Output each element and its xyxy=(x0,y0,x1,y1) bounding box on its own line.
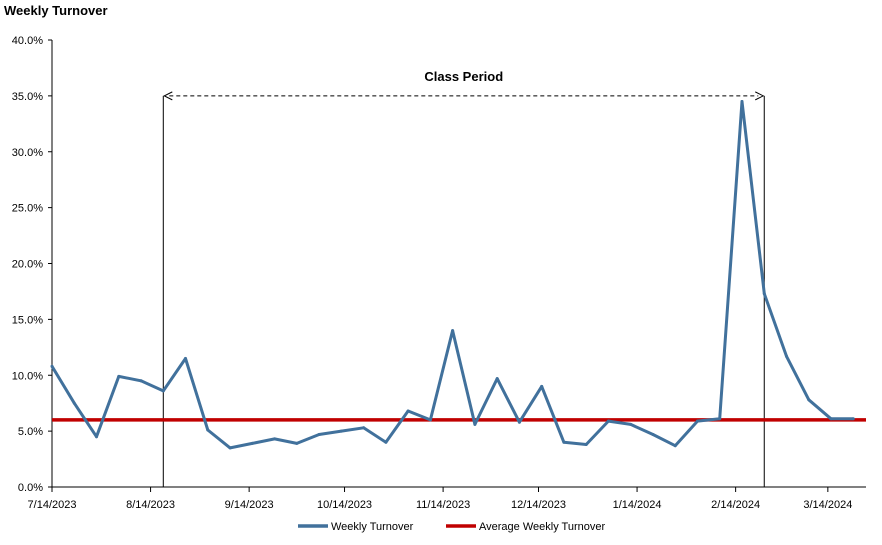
x-tick-label: 2/14/2024 xyxy=(711,499,760,511)
x-tick-label: 9/14/2023 xyxy=(225,499,274,511)
x-tick-label: 12/14/2023 xyxy=(511,499,566,511)
weekly-turnover-point xyxy=(317,433,321,436)
chart-title: Weekly Turnover xyxy=(4,3,108,18)
weekly-turnover-point xyxy=(785,354,788,358)
y-tick-label: 0.0% xyxy=(18,482,43,494)
x-tick-label: 3/14/2024 xyxy=(803,499,852,511)
legend-average-weekly-turnover-label: Average Weekly Turnover xyxy=(479,521,605,533)
weekly-turnover-point xyxy=(696,419,699,423)
x-tick-label: 11/14/2023 xyxy=(416,499,470,511)
y-tick-label: 40.0% xyxy=(12,35,43,47)
weekly-turnover-point xyxy=(428,418,432,422)
weekly-turnover-point xyxy=(161,389,165,393)
series-layer xyxy=(50,100,866,450)
y-tick-label: 35.0% xyxy=(12,91,43,103)
weekly-turnover-point xyxy=(651,433,655,436)
y-tick-label: 5.0% xyxy=(18,426,43,438)
x-tick-label: 7/14/2023 xyxy=(28,499,77,511)
weekly-turnover-point xyxy=(406,409,410,413)
class-period-annotation: Class Period xyxy=(162,69,765,487)
weekly-turnover-point xyxy=(740,100,744,103)
arrow-head-left xyxy=(163,91,173,101)
weekly-turnover-point xyxy=(206,428,210,432)
weekly-turnover-point xyxy=(339,429,343,433)
x-ticks: 7/14/2023 8/14/2023 9/14/2023 10/14/2023 11/… xyxy=(28,487,852,511)
weekly-turnover-point xyxy=(273,437,277,441)
weekly-turnover-point xyxy=(807,398,811,402)
weekly-turnover-point xyxy=(629,422,633,426)
weekly-turnover-point xyxy=(829,417,833,421)
weekly-turnover-point xyxy=(606,419,610,423)
weekly-turnover-point xyxy=(540,384,544,388)
weekly-turnover-point xyxy=(228,446,232,450)
weekly-turnover-point xyxy=(762,292,766,296)
x-tick-label: 10/14/2023 xyxy=(317,499,372,511)
weekly-turnover-point xyxy=(384,440,388,444)
legend-weekly-turnover-label: Weekly Turnover xyxy=(331,521,414,533)
weekly-turnover-point xyxy=(495,377,499,381)
weekly-turnover-point xyxy=(362,426,366,430)
weekly-turnover-point xyxy=(451,329,455,333)
y-tick-label: 10.0% xyxy=(12,370,43,382)
weekly-turnover-point xyxy=(72,401,76,405)
x-tick-label: 1/14/2024 xyxy=(613,499,662,511)
y-ticks: 0.0% 5.0% 10.0% 15.0% 20.0% 25.0% 30.0% 35.0% 40… xyxy=(12,35,52,494)
weekly-turnover-line xyxy=(50,100,854,450)
weekly-turnover-point xyxy=(517,420,521,424)
weekly-turnover-point xyxy=(139,379,143,383)
weekly-turnover-point xyxy=(95,435,98,439)
x-tick-label: 8/14/2023 xyxy=(126,499,175,511)
weekly-turnover-point xyxy=(562,440,566,444)
y-tick-label: 25.0% xyxy=(12,203,43,215)
weekly-turnover-point xyxy=(184,357,187,360)
weekly-turnover-point xyxy=(117,374,121,378)
class-period-label: Class Period xyxy=(424,69,503,84)
weekly-turnover-point xyxy=(50,364,54,368)
weekly-turnover-point xyxy=(584,443,588,446)
weekly-turnover-point xyxy=(250,441,254,445)
legend: Weekly Turnover Average Weekly Turnover xyxy=(298,521,605,533)
arrow-head-right xyxy=(755,91,765,101)
weekly-turnover-point xyxy=(295,441,299,445)
y-tick-label: 15.0% xyxy=(12,314,43,326)
weekly-turnover-point xyxy=(718,417,722,421)
weekly-turnover-point xyxy=(673,444,677,448)
weekly-turnover-point xyxy=(851,417,855,421)
y-tick-label: 30.0% xyxy=(12,147,43,159)
weekly-turnover-point xyxy=(473,422,477,426)
y-tick-label: 20.0% xyxy=(12,259,43,271)
